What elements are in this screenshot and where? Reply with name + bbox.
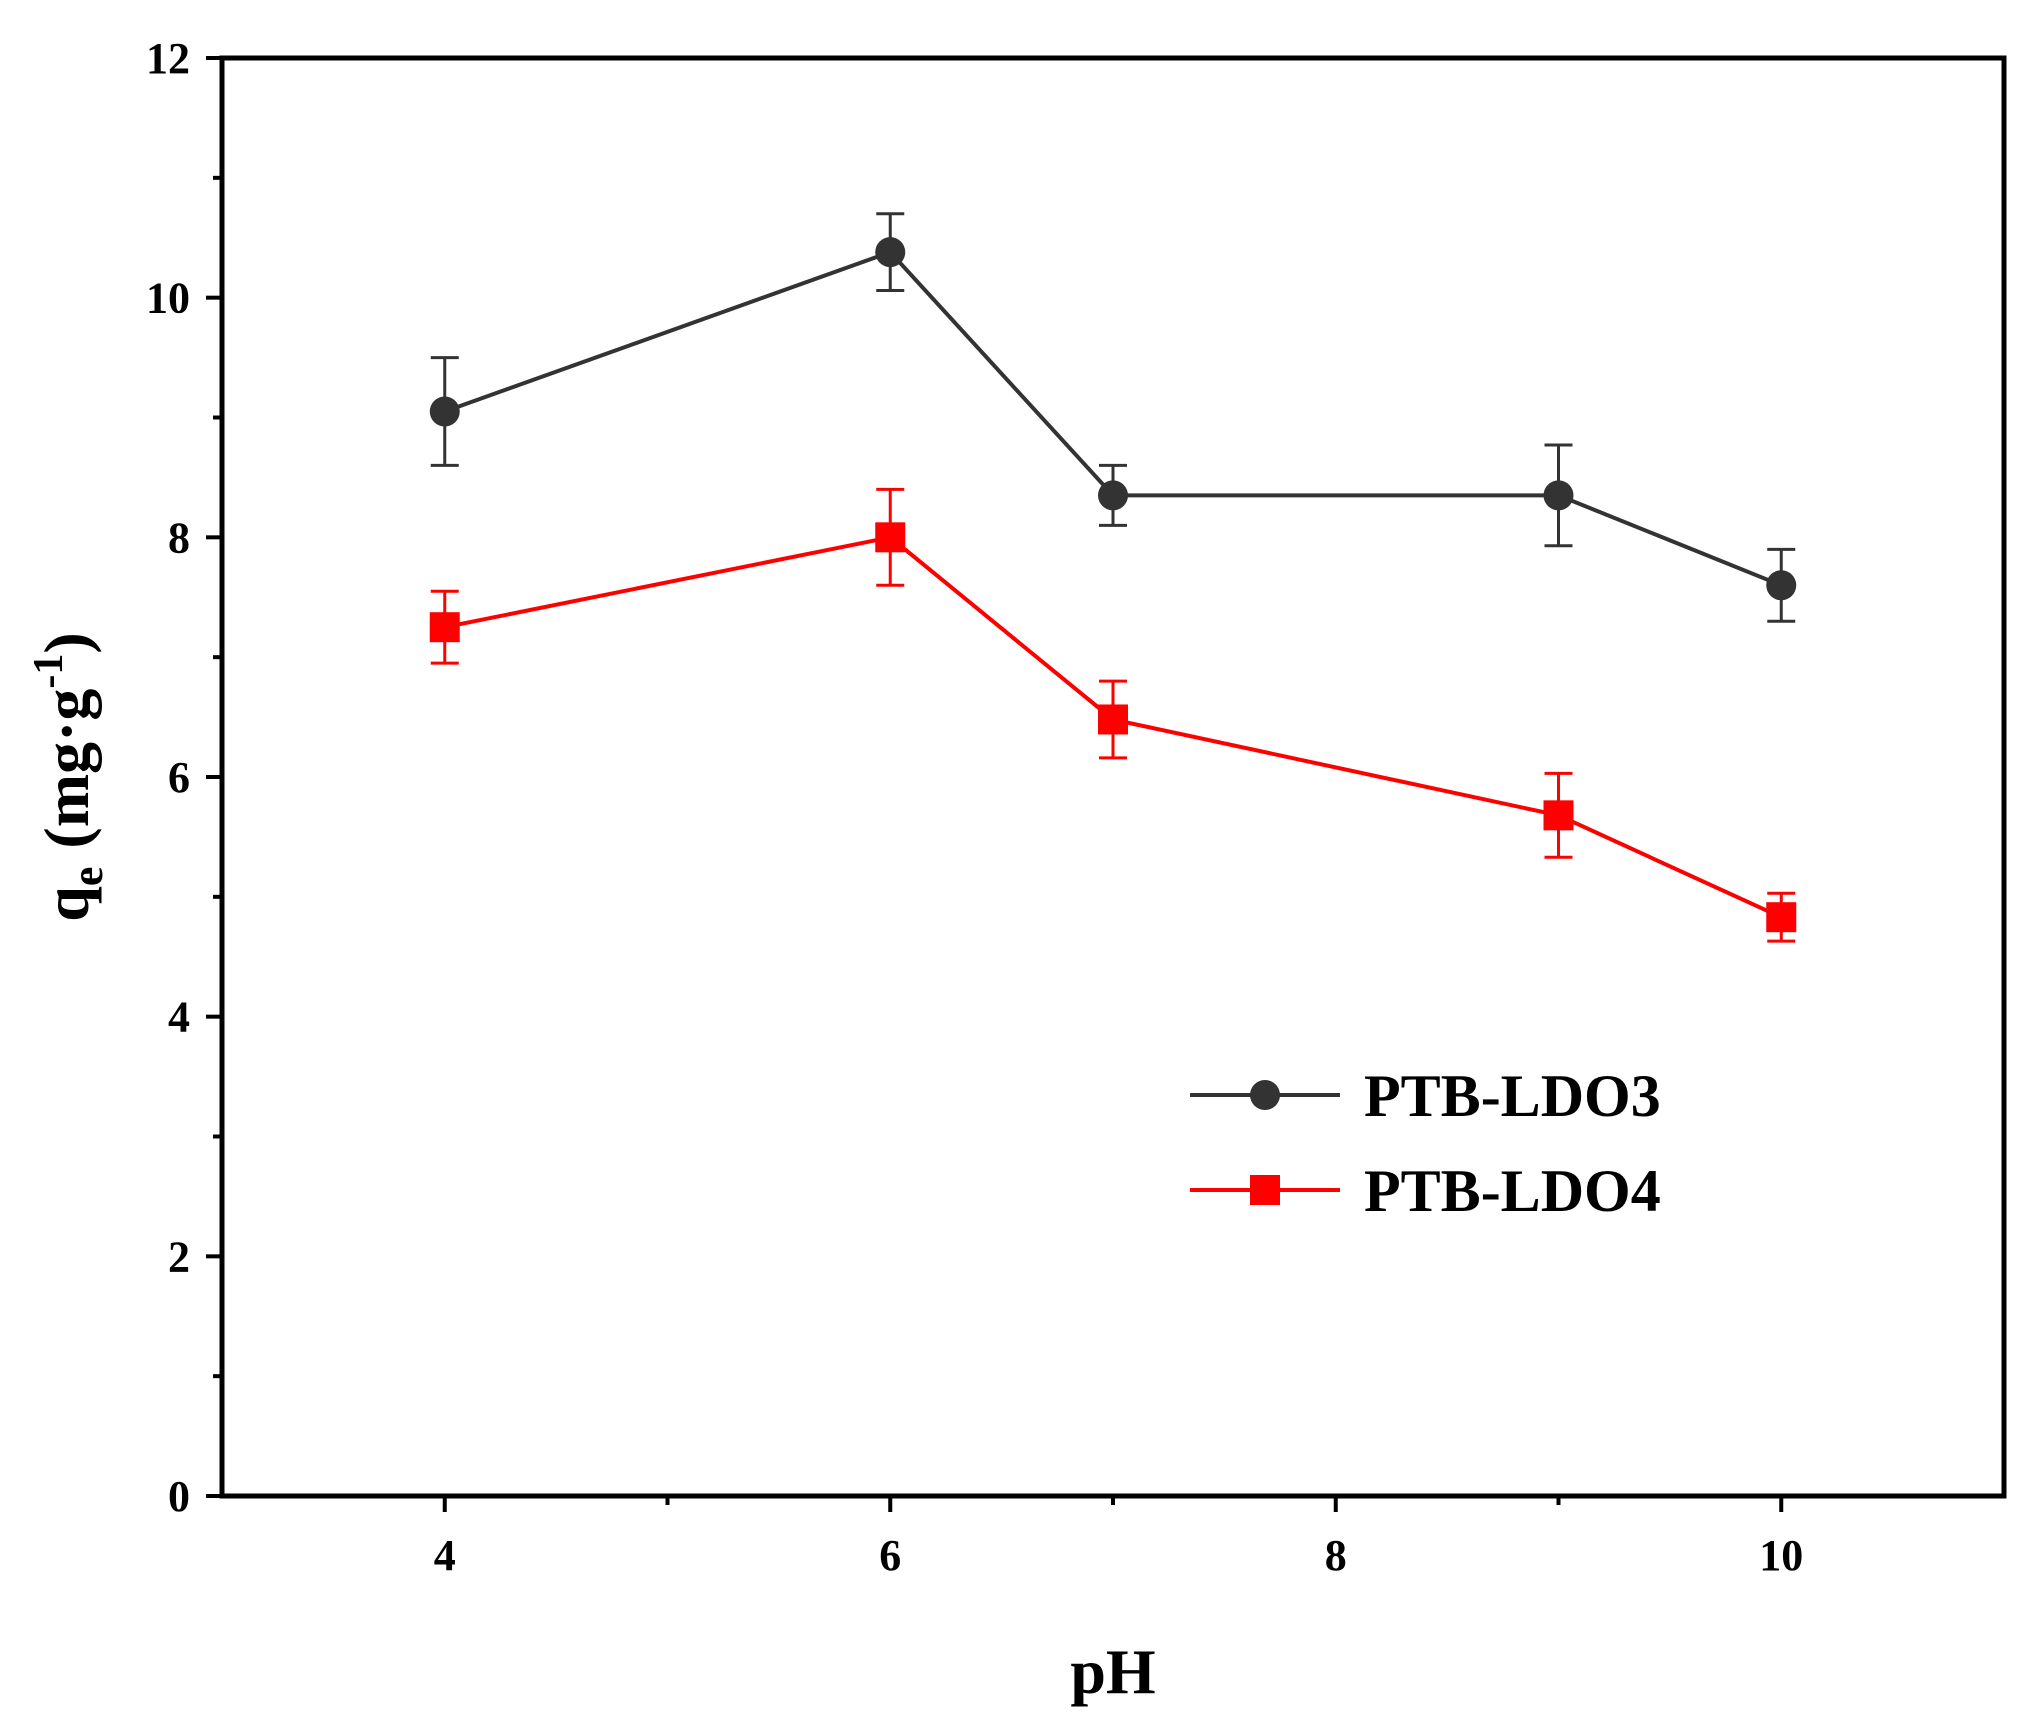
legend-marker [1250, 1080, 1280, 1110]
x-tick-label: 6 [879, 1531, 901, 1580]
data-point [1766, 902, 1797, 933]
y-axis-label: qe (mg·g-1) [26, 632, 112, 921]
y-axis-ticks: 0 2 4 6 8 10 12 [146, 34, 222, 1521]
x-tick-label: 4 [434, 1531, 456, 1580]
y-tick-label: 10 [146, 274, 190, 323]
data-point [875, 522, 906, 553]
legend-marker [1250, 1175, 1280, 1205]
legend-entry: PTB-LDO3 [1190, 1063, 1661, 1129]
data-point [1766, 570, 1797, 601]
y-tick-label: 6 [168, 753, 190, 802]
x-axis-label: pH [1070, 1636, 1155, 1707]
y-label-base: q [31, 886, 102, 922]
data-point [429, 396, 460, 427]
legend: PTB-LDO3 PTB-LDO4 [1190, 1063, 1661, 1224]
data-point [429, 612, 460, 643]
y-label-subscript: e [63, 867, 112, 887]
y-label-units: (mg·g [31, 689, 102, 849]
legend-label: PTB-LDO4 [1364, 1158, 1661, 1224]
data-point [1098, 704, 1128, 735]
series-layer [429, 212, 1797, 943]
y-label-close: ) [31, 632, 102, 653]
data-point [1098, 480, 1128, 511]
y-tick-label: 0 [168, 1472, 190, 1521]
x-tick-label: 8 [1325, 1531, 1347, 1580]
series-line [444, 249, 1782, 588]
plot-frame [219, 55, 2007, 1499]
x-axis-ticks: 4 6 8 10 [434, 1496, 1803, 1580]
x-axis-title: pH [1070, 1636, 1155, 1707]
y-tick-label: 12 [146, 34, 190, 83]
legend-label: PTB-LDO3 [1364, 1063, 1661, 1129]
y-label-superscript: -1 [26, 654, 72, 689]
series-PTB-LDO3 [429, 212, 1797, 623]
x-tick-label: 10 [1759, 1531, 1803, 1580]
y-tick-label: 4 [168, 993, 190, 1042]
y-tick-label: 2 [168, 1232, 190, 1281]
y-axis-title: qe (mg·g-1) [26, 632, 112, 921]
data-point [875, 237, 906, 268]
data-point [1543, 800, 1574, 831]
y-tick-label: 8 [168, 513, 190, 562]
axes-frame [219, 55, 2007, 1499]
series-PTB-LDO4 [429, 487, 1797, 943]
legend-entry: PTB-LDO4 [1190, 1158, 1661, 1224]
data-point [1543, 480, 1574, 511]
